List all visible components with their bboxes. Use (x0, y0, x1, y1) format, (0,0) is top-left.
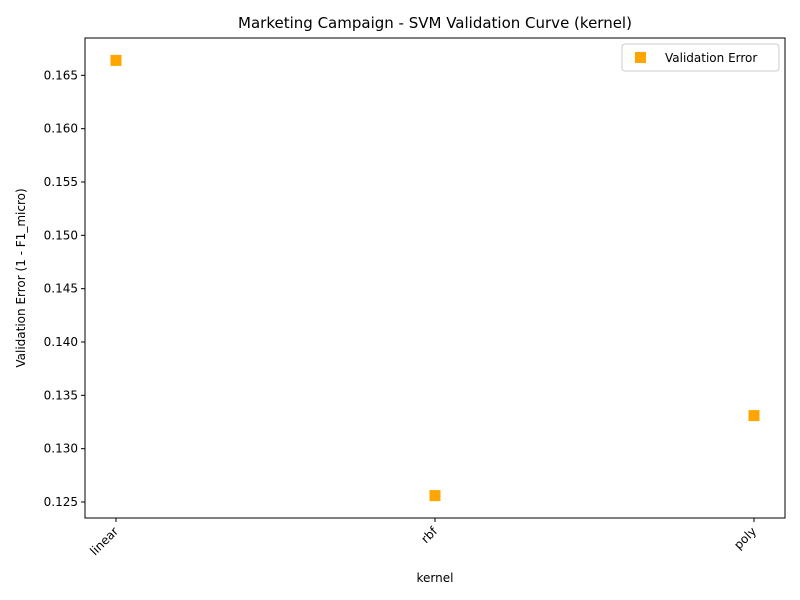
y-tick-label: 0.145 (44, 282, 78, 296)
legend-box (621, 43, 780, 72)
y-axis-ticks: 0.125 0.130 0.135 0.140 0.145 0.150 0.155 0.160… (44, 68, 85, 509)
y-tick-label: 0.155 (44, 175, 78, 189)
y-tick-label: 0.165 (44, 68, 78, 82)
plot-frame (84, 37, 786, 519)
y-tick-label: 0.140 (44, 335, 78, 349)
data-point-rbf (429, 490, 441, 502)
data-point-poly (748, 410, 760, 422)
data-point-linear (110, 54, 122, 66)
y-tick-label: 0.130 (44, 442, 78, 456)
y-tick-label: 0.150 (44, 228, 78, 242)
y-tick-label: 0.135 (44, 388, 78, 402)
legend-label: Validation Error (665, 51, 757, 65)
legend: Validation Error (621, 43, 780, 72)
y-tick-label: 0.160 (44, 122, 78, 136)
x-axis-label: kernel (417, 571, 454, 585)
chart-title: Marketing Campaign - SVM Validation Curv… (238, 14, 632, 32)
legend-marker-square-icon (635, 52, 646, 63)
y-axis-label: Validation Error (1 - F1_micro) (14, 188, 28, 367)
y-tick-label: 0.125 (44, 495, 78, 509)
data-points (110, 54, 760, 502)
